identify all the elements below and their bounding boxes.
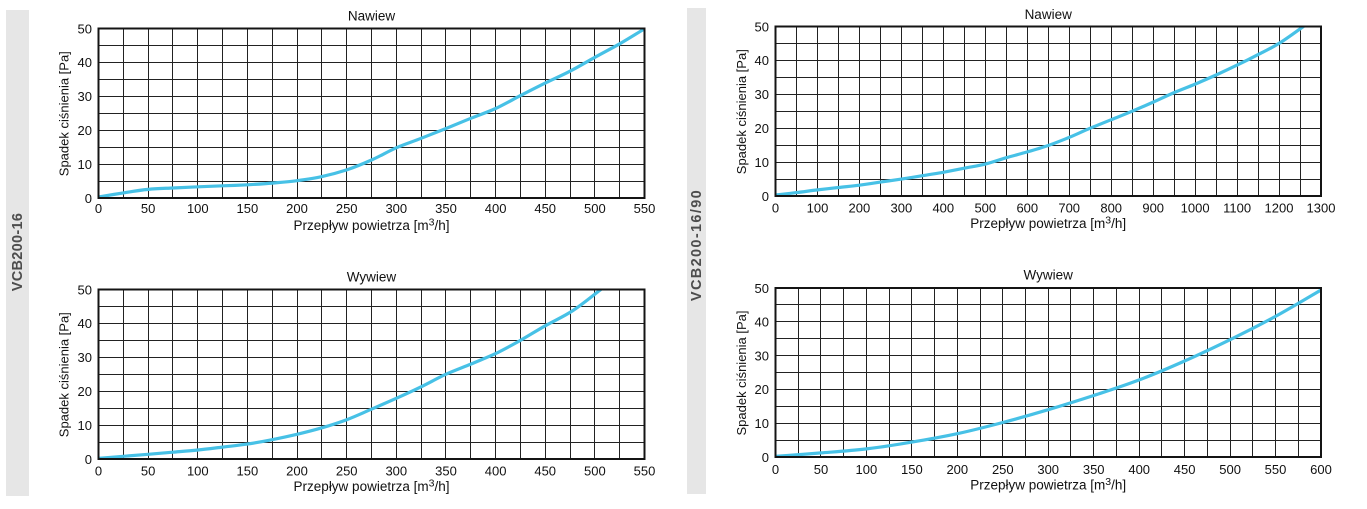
svg-text:350: 350 [435, 201, 457, 216]
svg-text:1000: 1000 [1181, 201, 1210, 216]
svg-text:Przepływ powietrza [m3/h]: Przepływ powietrza [m3/h] [970, 476, 1126, 493]
svg-text:40: 40 [78, 55, 92, 70]
svg-text:0: 0 [95, 464, 102, 479]
svg-text:30: 30 [755, 87, 769, 102]
svg-text:40: 40 [755, 315, 769, 330]
svg-text:Przepływ powietrza [m3/h]: Przepływ powietrza [m3/h] [970, 215, 1126, 232]
svg-text:Wywiew: Wywiew [347, 270, 397, 285]
svg-text:300: 300 [385, 201, 407, 216]
svg-text:10: 10 [755, 155, 769, 170]
svg-text:600: 600 [1310, 462, 1332, 477]
svg-text:700: 700 [1058, 201, 1080, 216]
svg-text:50: 50 [755, 281, 769, 296]
svg-text:40: 40 [755, 53, 769, 68]
svg-text:0: 0 [772, 462, 779, 477]
svg-text:1100: 1100 [1223, 201, 1251, 216]
svg-text:50: 50 [78, 21, 92, 36]
svg-text:400: 400 [485, 201, 507, 216]
svg-text:300: 300 [891, 201, 913, 216]
svg-text:800: 800 [1100, 201, 1122, 216]
svg-text:10: 10 [78, 418, 92, 433]
svg-text:Przepływ powietrza [m3/h]: Przepływ powietrza [m3/h] [294, 478, 450, 495]
svg-text:20: 20 [78, 123, 92, 138]
svg-text:400: 400 [485, 464, 507, 479]
svg-text:50: 50 [755, 19, 769, 34]
svg-text:200: 200 [286, 201, 308, 216]
svg-text:200: 200 [849, 201, 871, 216]
svg-text:Nawiew: Nawiew [348, 9, 396, 24]
svg-text:100: 100 [187, 201, 209, 216]
svg-text:30: 30 [78, 89, 92, 104]
svg-text:0: 0 [762, 189, 769, 204]
svg-text:10: 10 [755, 416, 769, 431]
svg-text:350: 350 [1083, 462, 1105, 477]
svg-text:550: 550 [634, 201, 656, 216]
svg-text:400: 400 [1128, 462, 1150, 477]
svg-text:20: 20 [755, 382, 769, 397]
svg-text:200: 200 [286, 464, 308, 479]
svg-text:Spadek ciśnienia [Pa]: Spadek ciśnienia [Pa] [57, 51, 72, 176]
svg-text:100: 100 [187, 464, 209, 479]
svg-text:Przepływ powietrza [m3/h]: Przepływ powietrza [m3/h] [294, 217, 450, 234]
svg-text:0: 0 [85, 191, 92, 206]
svg-text:600: 600 [1016, 201, 1038, 216]
svg-text:550: 550 [1265, 462, 1287, 477]
svg-text:50: 50 [141, 201, 155, 216]
svg-text:0: 0 [85, 452, 92, 467]
svg-text:10: 10 [78, 157, 92, 172]
svg-text:50: 50 [814, 462, 828, 477]
svg-text:30: 30 [78, 350, 92, 365]
svg-text:250: 250 [336, 201, 358, 216]
svg-text:150: 150 [237, 464, 259, 479]
svg-text:Wywiew: Wywiew [1024, 268, 1074, 283]
svg-text:50: 50 [141, 464, 155, 479]
svg-text:Spadek ciśnienia [Pa]: Spadek ciśnienia [Pa] [734, 310, 749, 435]
svg-text:450: 450 [1174, 462, 1196, 477]
svg-text:150: 150 [237, 201, 259, 216]
svg-text:550: 550 [634, 464, 656, 479]
svg-text:450: 450 [534, 201, 556, 216]
svg-text:Spadek ciśnienia [Pa]: Spadek ciśnienia [Pa] [57, 312, 72, 437]
svg-text:0: 0 [95, 201, 102, 216]
svg-text:500: 500 [584, 464, 606, 479]
svg-text:100: 100 [807, 201, 829, 216]
svg-text:20: 20 [78, 384, 92, 399]
svg-text:900: 900 [1142, 201, 1164, 216]
svg-text:150: 150 [901, 462, 923, 477]
svg-text:Nawiew: Nawiew [1025, 7, 1073, 22]
svg-text:450: 450 [534, 464, 556, 479]
svg-text:200: 200 [946, 462, 968, 477]
svg-text:500: 500 [584, 201, 606, 216]
svg-text:300: 300 [385, 464, 407, 479]
svg-text:1200: 1200 [1265, 201, 1294, 216]
svg-text:350: 350 [435, 464, 457, 479]
svg-text:50: 50 [78, 282, 92, 297]
svg-text:400: 400 [932, 201, 954, 216]
svg-text:40: 40 [78, 316, 92, 331]
svg-text:20: 20 [755, 121, 769, 136]
svg-text:0: 0 [762, 450, 769, 465]
svg-text:500: 500 [974, 201, 996, 216]
svg-text:Spadek ciśnienia [Pa]: Spadek ciśnienia [Pa] [734, 49, 749, 174]
svg-text:1300: 1300 [1307, 201, 1336, 216]
svg-text:300: 300 [1037, 462, 1059, 477]
svg-text:100: 100 [856, 462, 878, 477]
svg-text:0: 0 [772, 201, 779, 216]
svg-text:250: 250 [336, 464, 358, 479]
svg-text:250: 250 [992, 462, 1014, 477]
svg-text:30: 30 [755, 348, 769, 363]
svg-text:500: 500 [1219, 462, 1241, 477]
